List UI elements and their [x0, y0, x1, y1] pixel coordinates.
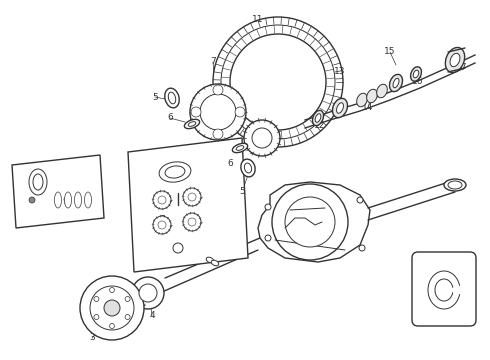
FancyBboxPatch shape	[412, 252, 476, 326]
Circle shape	[90, 286, 134, 330]
Ellipse shape	[444, 179, 466, 191]
Ellipse shape	[367, 89, 377, 103]
Ellipse shape	[411, 67, 421, 81]
Circle shape	[213, 129, 223, 139]
Ellipse shape	[357, 93, 368, 107]
Text: 7: 7	[210, 58, 216, 67]
Text: 4: 4	[149, 311, 155, 320]
Circle shape	[252, 128, 272, 148]
Ellipse shape	[315, 114, 321, 122]
Text: 8: 8	[159, 216, 165, 225]
Circle shape	[213, 85, 223, 95]
Text: 12: 12	[314, 121, 326, 130]
Ellipse shape	[165, 166, 185, 178]
Circle shape	[244, 120, 280, 156]
Circle shape	[125, 315, 130, 320]
Circle shape	[94, 315, 99, 320]
Circle shape	[125, 297, 130, 302]
Circle shape	[132, 277, 164, 309]
Circle shape	[265, 204, 271, 210]
Circle shape	[235, 107, 245, 117]
Text: 5: 5	[239, 188, 245, 197]
Circle shape	[285, 197, 335, 247]
Ellipse shape	[445, 48, 465, 72]
Ellipse shape	[74, 192, 81, 208]
Ellipse shape	[236, 146, 244, 150]
Text: 5: 5	[152, 93, 158, 102]
Circle shape	[94, 297, 99, 302]
Ellipse shape	[337, 103, 343, 113]
Ellipse shape	[84, 192, 92, 208]
Ellipse shape	[165, 88, 179, 108]
Circle shape	[191, 107, 201, 117]
Circle shape	[139, 284, 157, 302]
Circle shape	[265, 235, 271, 241]
Circle shape	[221, 25, 335, 139]
Text: 2: 2	[444, 297, 450, 306]
Ellipse shape	[413, 70, 419, 78]
Text: 9: 9	[62, 198, 68, 207]
Circle shape	[29, 197, 35, 203]
Circle shape	[200, 94, 236, 130]
Ellipse shape	[390, 75, 402, 92]
Circle shape	[109, 288, 115, 292]
Circle shape	[153, 191, 171, 209]
Ellipse shape	[241, 159, 255, 177]
Circle shape	[357, 197, 363, 203]
Circle shape	[183, 213, 201, 231]
Ellipse shape	[232, 143, 247, 153]
Polygon shape	[128, 138, 248, 272]
Circle shape	[173, 243, 183, 253]
Ellipse shape	[168, 92, 176, 104]
Ellipse shape	[313, 111, 323, 126]
Text: 14: 14	[362, 104, 374, 112]
Text: 6: 6	[167, 113, 173, 122]
Circle shape	[190, 84, 246, 140]
Circle shape	[153, 216, 171, 234]
Text: 13: 13	[334, 68, 346, 77]
Circle shape	[213, 17, 343, 147]
Text: 17: 17	[456, 63, 468, 72]
Circle shape	[230, 34, 326, 130]
Polygon shape	[12, 155, 104, 228]
Text: 10: 10	[249, 148, 261, 157]
Ellipse shape	[450, 53, 460, 67]
Text: 15: 15	[384, 48, 396, 57]
Ellipse shape	[393, 78, 399, 88]
Circle shape	[272, 184, 348, 260]
Text: 1: 1	[315, 243, 321, 252]
Ellipse shape	[188, 122, 196, 126]
Ellipse shape	[33, 174, 43, 190]
Polygon shape	[258, 182, 370, 262]
Ellipse shape	[65, 192, 72, 208]
Circle shape	[109, 324, 115, 328]
Text: 11: 11	[252, 15, 264, 24]
Circle shape	[359, 245, 365, 251]
Circle shape	[158, 221, 166, 229]
Ellipse shape	[159, 162, 191, 182]
Ellipse shape	[333, 98, 347, 118]
Circle shape	[158, 196, 166, 204]
Ellipse shape	[211, 260, 219, 266]
Text: 3: 3	[89, 333, 95, 342]
Ellipse shape	[54, 192, 62, 208]
Circle shape	[183, 188, 201, 206]
Text: 16: 16	[412, 77, 424, 86]
Circle shape	[80, 276, 144, 340]
Ellipse shape	[184, 120, 199, 129]
Circle shape	[188, 193, 196, 201]
Ellipse shape	[377, 84, 387, 98]
Circle shape	[104, 300, 120, 316]
Ellipse shape	[206, 257, 214, 263]
Circle shape	[188, 218, 196, 226]
Ellipse shape	[448, 181, 462, 189]
Ellipse shape	[29, 169, 47, 195]
Ellipse shape	[245, 163, 252, 173]
Text: 6: 6	[227, 158, 233, 167]
